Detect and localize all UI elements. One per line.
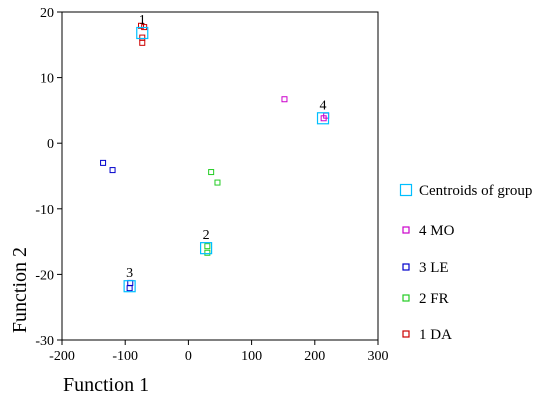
legend-item: 2 FR (402, 291, 449, 307)
legend-label: 4 MO (419, 223, 455, 239)
y-tick-label: 20 (40, 6, 54, 21)
y-tick-label: -20 (35, 268, 54, 283)
legend-marker (399, 183, 413, 197)
centroid-marker (199, 242, 213, 255)
data-point (100, 159, 107, 166)
x-tick-label: 100 (241, 349, 262, 364)
data-point (139, 34, 146, 41)
y-tick-label: -30 (35, 334, 54, 349)
data-point (281, 96, 288, 103)
x-tick-label: 200 (304, 349, 325, 364)
legend-label: 2 FR (419, 291, 449, 307)
data-point (320, 115, 327, 122)
legend-item: 3 LE (402, 260, 449, 276)
y-axis-label: Function 2 (9, 247, 31, 333)
legend-label: 1 DA (419, 327, 452, 343)
data-point (204, 243, 211, 250)
data-point (214, 179, 221, 186)
data-point (126, 285, 133, 292)
centroid-label: 4 (320, 98, 327, 113)
y-tick-label: -10 (35, 203, 54, 218)
legend-marker (402, 226, 410, 234)
legend-marker (402, 294, 410, 302)
legend-item: Centroids of group (399, 183, 532, 199)
data-point (109, 167, 116, 174)
data-point (204, 249, 211, 256)
centroid-label: 1 (139, 13, 146, 28)
data-point (138, 22, 144, 29)
centroid-marker (316, 112, 330, 125)
centroid-marker (136, 26, 149, 40)
centroid-label: 3 (126, 266, 133, 281)
x-tick-label: 300 (368, 349, 389, 364)
data-point (139, 39, 146, 46)
legend-item: 4 MO (402, 223, 455, 239)
legend-marker (402, 330, 410, 338)
x-tick-label: 0 (185, 349, 192, 364)
y-tick-label: 10 (40, 72, 54, 87)
legend-item: 1 DA (402, 327, 452, 343)
legend-label: Centroids of group (419, 183, 532, 199)
data-point (208, 169, 215, 176)
centroid-marker (123, 280, 136, 293)
plot-frame (61, 11, 379, 341)
x-tick-label: -100 (112, 349, 138, 364)
legend-label: 3 LE (419, 260, 449, 276)
centroid-label: 2 (203, 228, 210, 243)
legend-marker (402, 263, 410, 271)
x-tick-label: -200 (49, 349, 75, 364)
x-axis-label: Function 1 (63, 374, 149, 396)
y-tick-label: 0 (47, 137, 54, 152)
